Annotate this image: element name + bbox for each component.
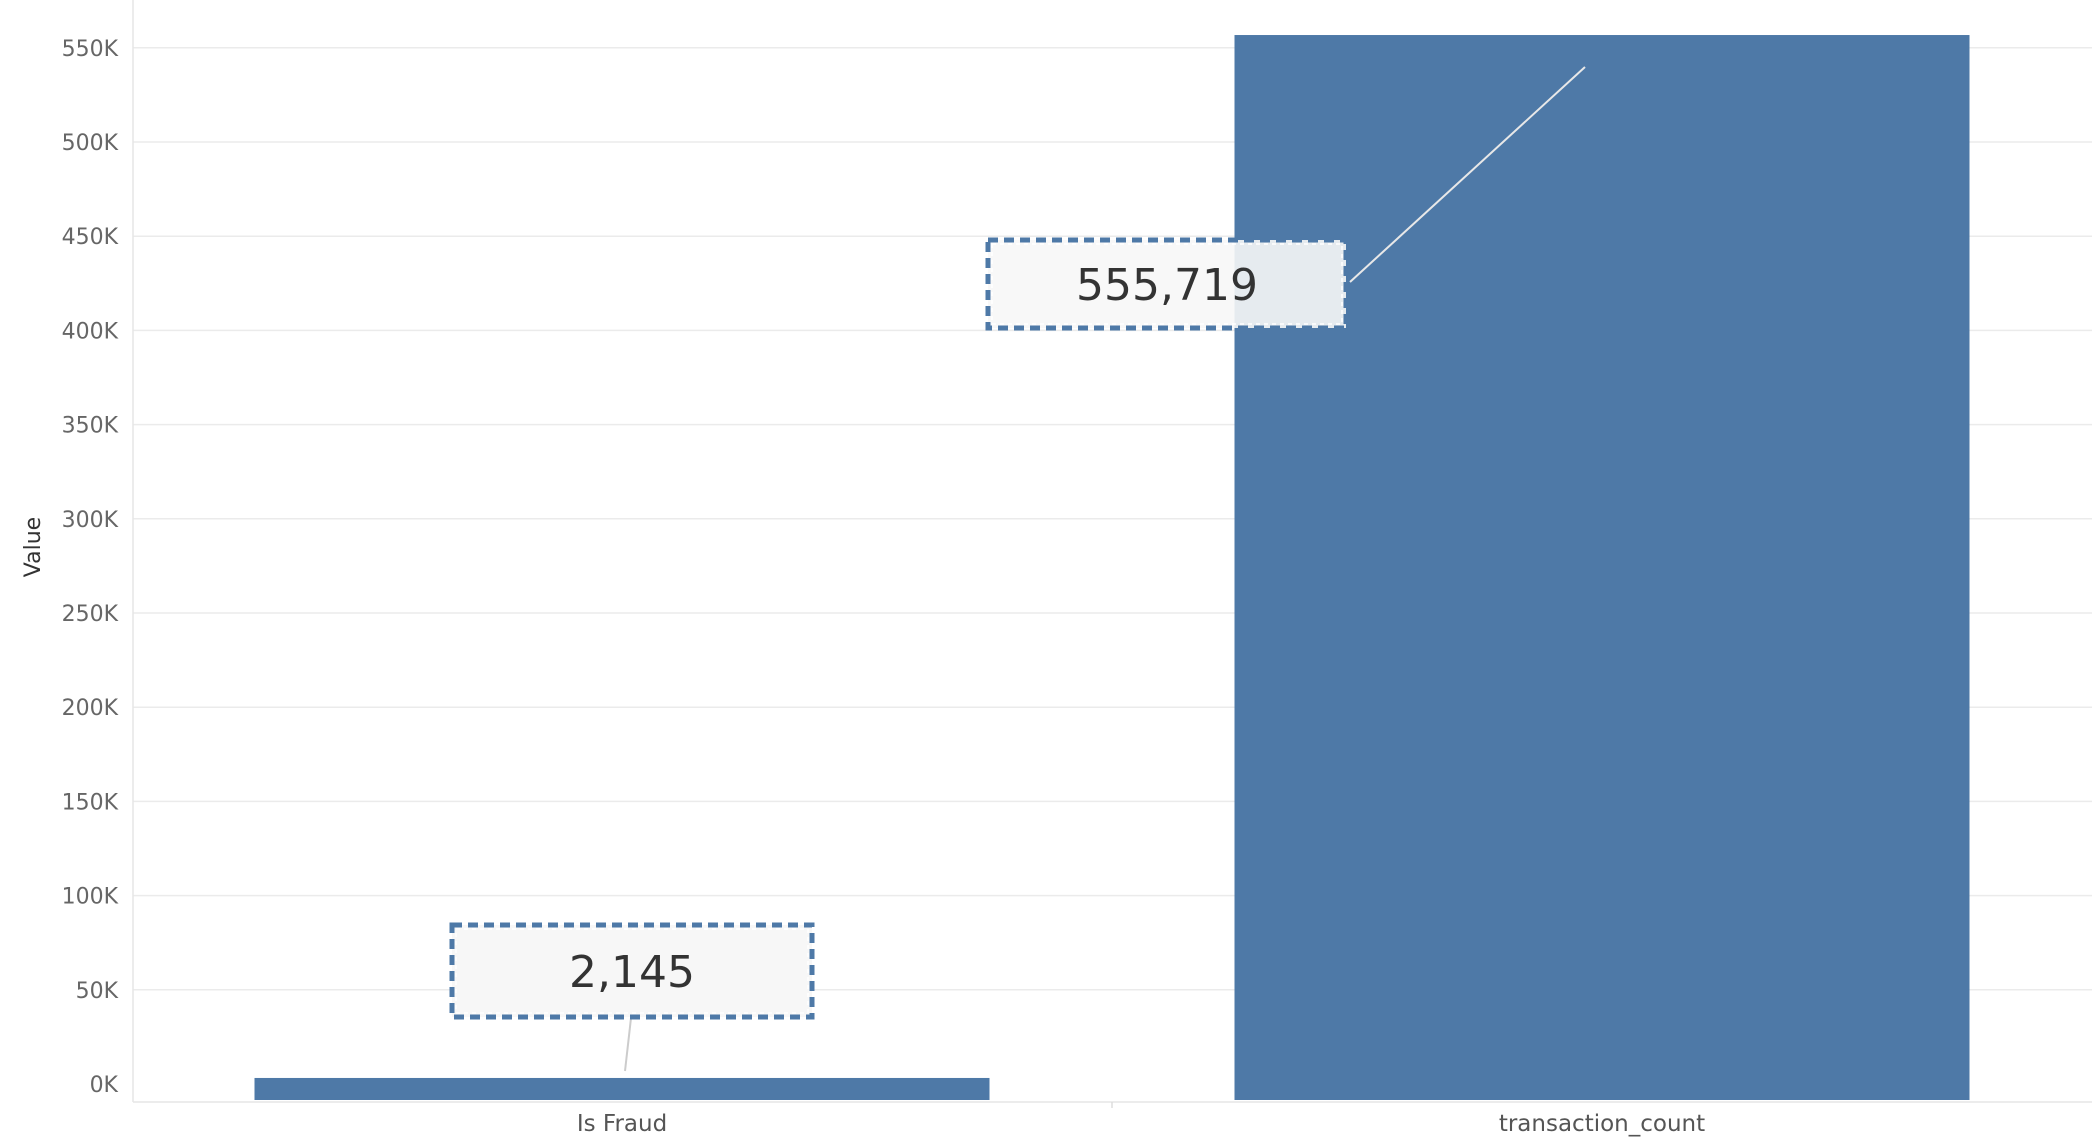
axes xyxy=(132,0,2092,1108)
callout-box xyxy=(449,922,815,1020)
y-tick-label: 50K xyxy=(76,979,119,1004)
y-tick-label: 0K xyxy=(90,1073,119,1098)
bar-transaction-count[interactable] xyxy=(1234,35,1970,1101)
data-value-label: 2,145 xyxy=(569,947,695,998)
x-category-label: transaction_count xyxy=(1499,1111,1705,1137)
callout-leader-line xyxy=(624,1017,632,1072)
bars xyxy=(254,35,1970,1101)
y-tick-label: 250K xyxy=(62,602,119,627)
bar-is-fraud[interactable] xyxy=(254,1077,990,1100)
data-label-callout: 555,719 xyxy=(985,66,1586,331)
callout-inner-border xyxy=(455,928,809,1014)
y-tick-label: 500K xyxy=(62,131,119,156)
data-label-callout: 2,145 xyxy=(449,922,815,1072)
callout-inner-border xyxy=(991,243,1343,325)
y-tick-label: 150K xyxy=(62,790,119,815)
tick-labels: 0K 50K 100K 150K 200K 250K 300K 350K 400K 450K 500… xyxy=(62,37,1706,1137)
callout-box xyxy=(985,237,1349,331)
y-tick-label: 400K xyxy=(62,319,119,344)
callout-leader-line xyxy=(1349,66,1586,283)
data-label-callouts: 2,145 555,719 xyxy=(449,66,1586,1072)
x-category-label: Is Fraud xyxy=(577,1111,667,1137)
data-value-label: 555,719 xyxy=(1076,260,1258,311)
y-tick-label: 350K xyxy=(62,414,119,439)
y-tick-label: 550K xyxy=(62,37,119,62)
y-tick-label: 100K xyxy=(62,885,119,910)
y-tick-label: 200K xyxy=(62,696,119,721)
y-tick-label: 450K xyxy=(62,225,119,250)
y-tick-label: 300K xyxy=(62,508,119,533)
y-axis-title: Value xyxy=(21,517,46,577)
